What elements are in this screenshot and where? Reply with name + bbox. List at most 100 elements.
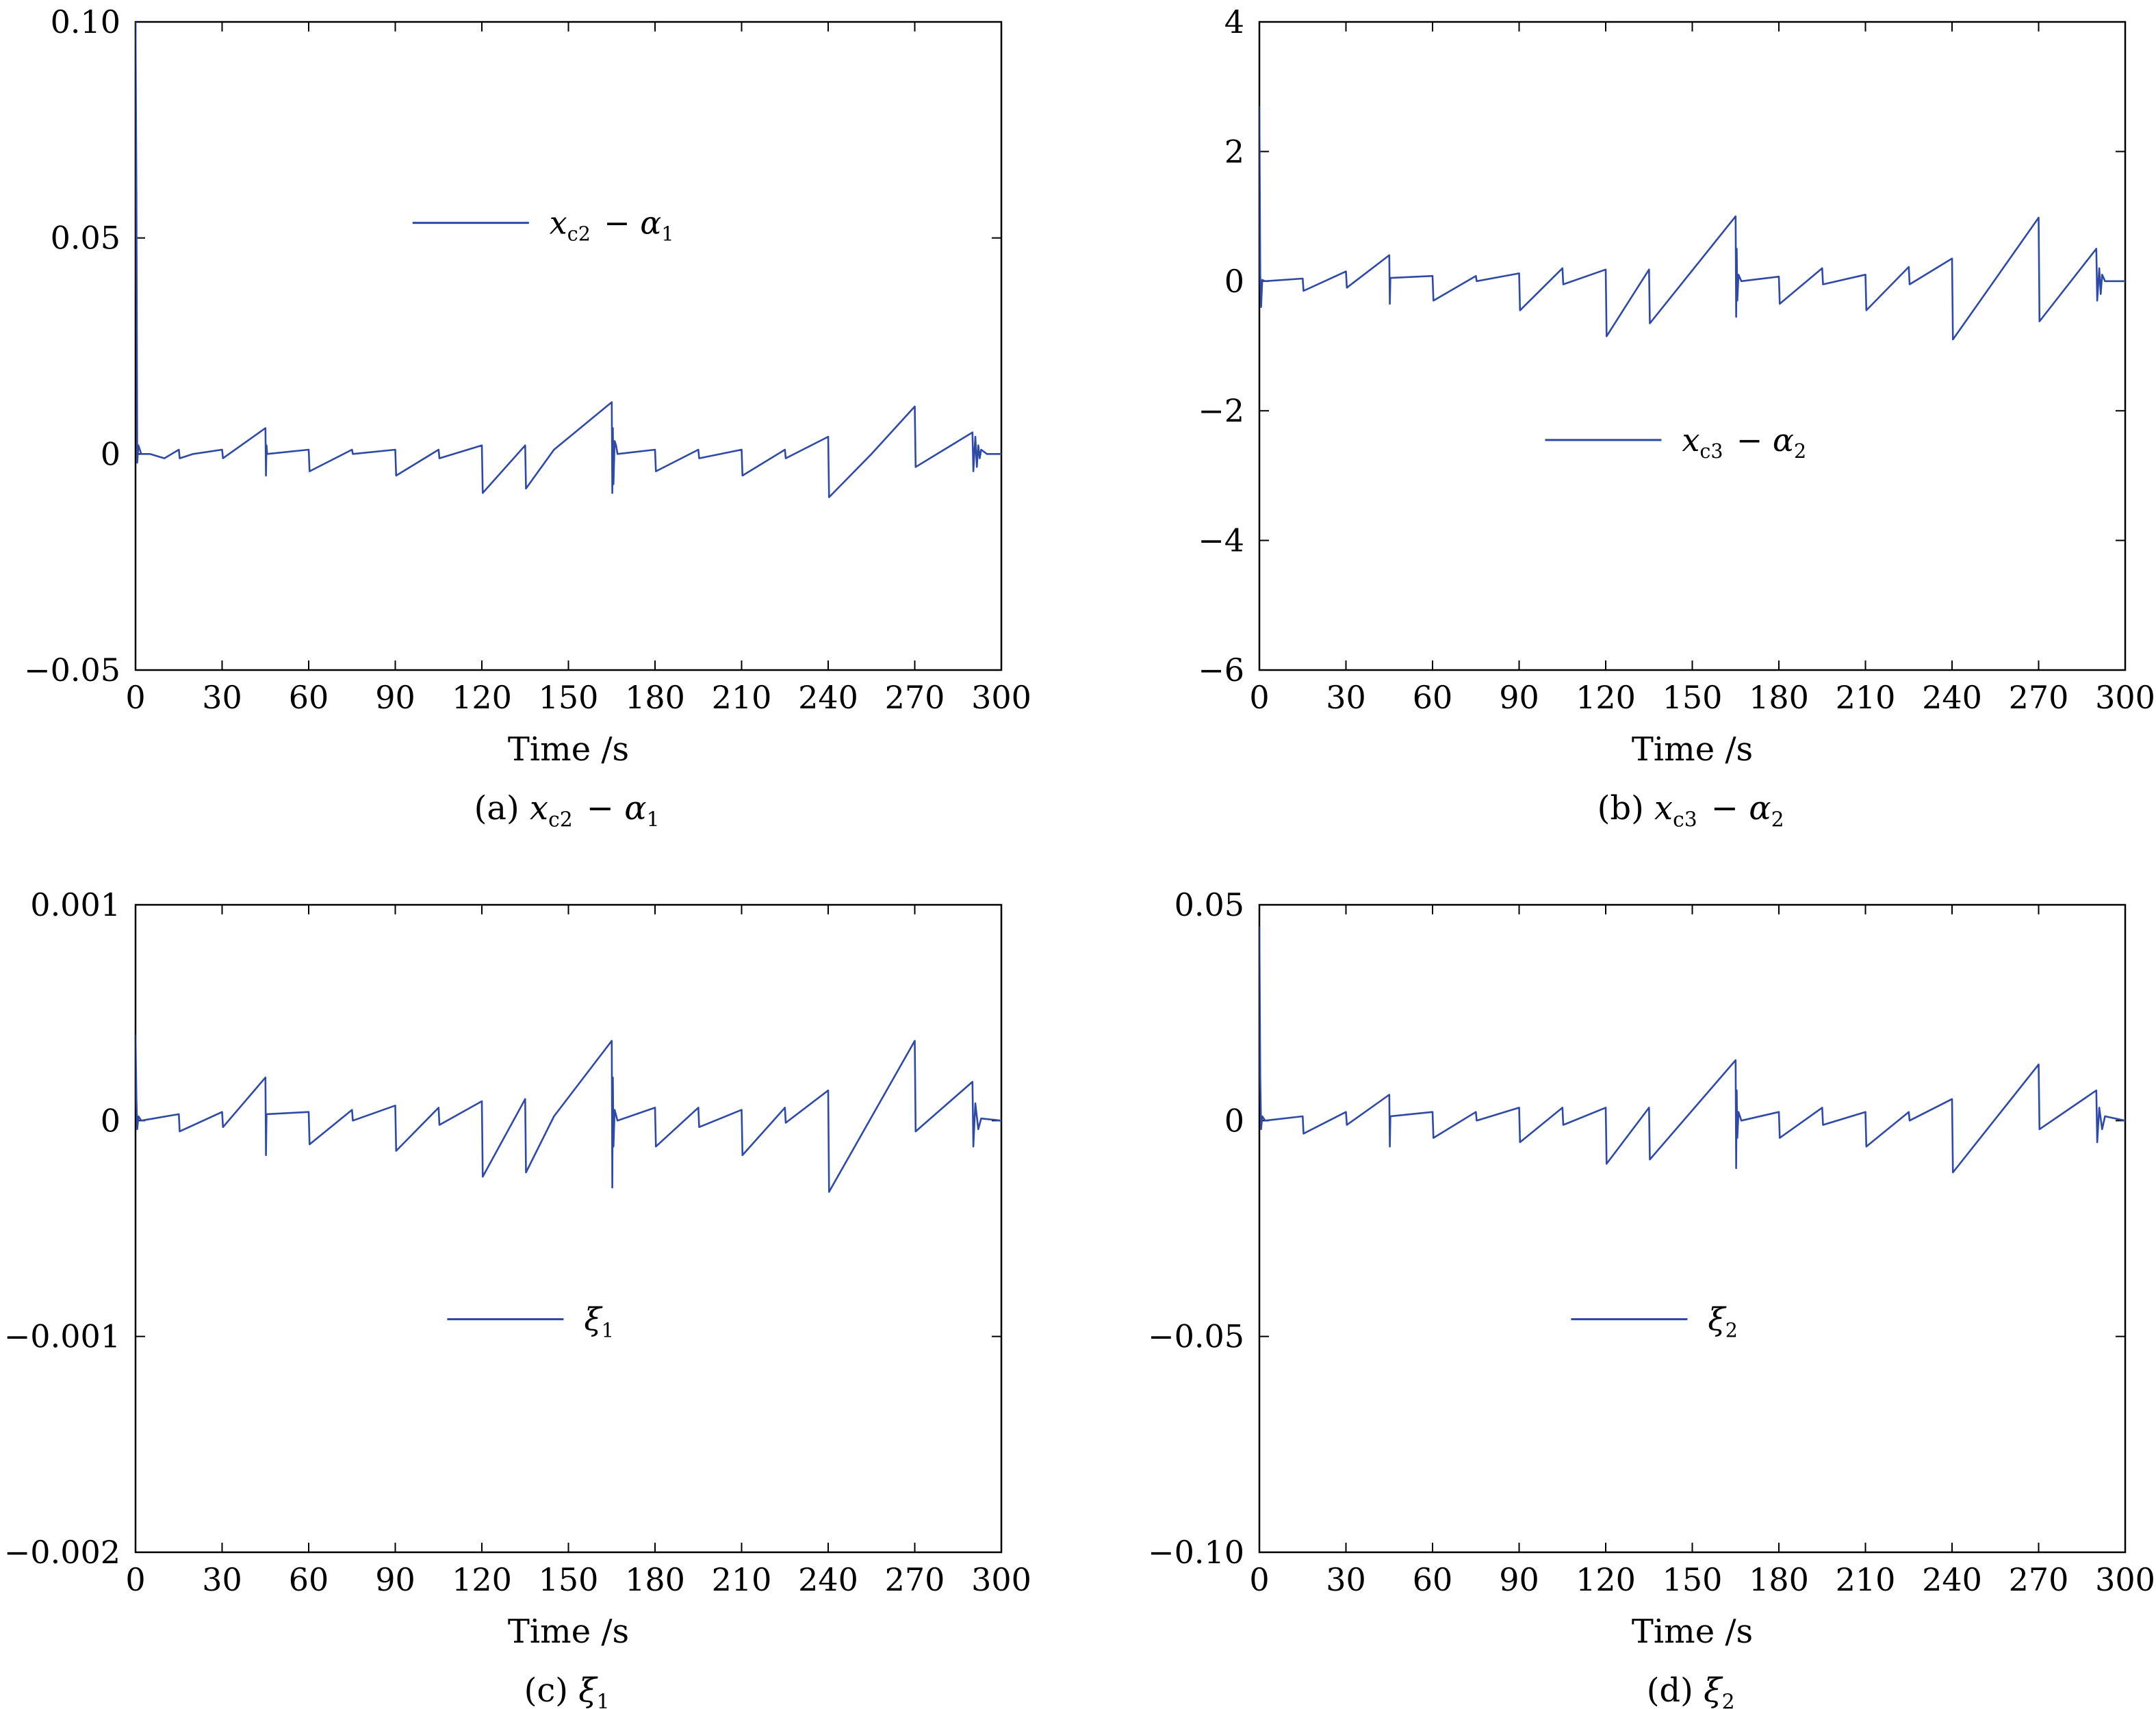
panel-c-legend-part-0: ξ xyxy=(584,1300,603,1337)
panel-b-caption-sub-3: 2 xyxy=(1771,808,1784,832)
panel-c-xtick-label: 0 xyxy=(125,1561,145,1598)
panel-c-ytick-label: −0.001 xyxy=(4,1318,120,1355)
panel-b-xtick-label: 120 xyxy=(1576,679,1636,716)
panel-b-caption-part-0: x xyxy=(1654,789,1673,827)
panel-a-xtick-label: 60 xyxy=(289,679,329,716)
panel-b-xtick-label: 90 xyxy=(1499,679,1539,716)
panel-c-ytick-label: −0.002 xyxy=(4,1534,120,1571)
panel-d-ytick-label: −0.05 xyxy=(1148,1318,1244,1355)
panel-d-ytick-label: −0.10 xyxy=(1148,1534,1244,1571)
panel-a-caption-part-2: − α xyxy=(576,789,646,827)
panel-b-ytick-label: 0 xyxy=(1224,263,1244,300)
panel-d-xtick-label: 300 xyxy=(2095,1561,2155,1598)
panel-d-legend-label: ξ2 xyxy=(1708,1300,1741,1341)
panel-d-series-line-0 xyxy=(1259,926,2125,1174)
panel-b-xtick-label: 240 xyxy=(1922,679,1982,716)
panel-b-ytick-label: 4 xyxy=(1224,3,1244,40)
panel-b-xtick-label: 0 xyxy=(1249,679,1269,716)
panel-b-legend-part-0: x xyxy=(1682,422,1699,459)
panel-c-xtick-label: 240 xyxy=(798,1561,858,1598)
panel-b-xtick-label: 180 xyxy=(1749,679,1809,716)
panel-d-legend-sub-1: 2 xyxy=(1725,1320,1738,1342)
panel-a-plot-frame xyxy=(134,21,1003,671)
panel-b-plot-frame xyxy=(1258,21,2127,671)
panel-a-caption-part-0: x xyxy=(530,789,548,827)
panel-b-series-line-0 xyxy=(1259,106,2125,341)
panel-b-legend-label: xc3 − α2 xyxy=(1682,422,1809,463)
panel-b-ytick-label: −4 xyxy=(1198,522,1244,559)
panel-d-caption-sub-1: 2 xyxy=(1722,1691,1735,1709)
panel-b-xlabel: Time /s xyxy=(1632,730,1753,769)
panel-c-legend-label: ξ1 xyxy=(584,1300,617,1341)
panel-b-caption-prefix: (b) xyxy=(1597,789,1654,827)
panel-c-ytick-label: 0 xyxy=(101,1102,120,1139)
panel-a-legend-sub-1: c2 xyxy=(567,223,591,246)
panel-c-xtick-label: 120 xyxy=(452,1561,512,1598)
panel-c-xtick-label: 210 xyxy=(712,1561,772,1598)
panel-c-xtick-label: 90 xyxy=(375,1561,415,1598)
panel-c-xtick-label: 30 xyxy=(202,1561,242,1598)
panel-b: 0 30 60 90 120 150 180 210 240 270 300420−2−4−6xc3… xyxy=(1198,3,2155,832)
panel-d-xtick-label: 120 xyxy=(1576,1561,1636,1598)
panel-d-xtick-label: 30 xyxy=(1326,1561,1366,1598)
panel-c-series-line-0 xyxy=(136,1034,1001,1193)
panel-b-ytick-label: −6 xyxy=(1198,652,1244,689)
panel-d-caption-prefix: (d) xyxy=(1647,1671,1704,1709)
panel-b-xtick-label: 300 xyxy=(2095,679,2155,716)
panel-b-legend-part-2: − α xyxy=(1726,422,1794,459)
panel-d-xtick-label: 270 xyxy=(2009,1561,2069,1598)
panel-d-xtick-label: 90 xyxy=(1499,1561,1539,1598)
panel-a-caption: (a) xc2 − α1 xyxy=(474,789,663,832)
panel-c-xtick-label: 300 xyxy=(971,1561,1031,1598)
panel-d: 0 30 60 90 120 150 180 210 240 270 300 0.05 0 −0.05 −0… xyxy=(1148,886,2155,1709)
panel-b-xtick-label: 210 xyxy=(1836,679,1896,716)
panel-a-xlabel: Time /s xyxy=(508,730,629,769)
panel-a-xtick-label: 180 xyxy=(625,679,685,716)
panel-c-ytick-label: 0.001 xyxy=(30,886,120,923)
panel-c-xtick-label: 60 xyxy=(289,1561,329,1598)
panel-a-ytick-label: 0 xyxy=(101,435,120,472)
panel-b-xtick-label: 150 xyxy=(1663,679,1723,716)
panel-a-xtick-label: 210 xyxy=(712,679,772,716)
panel-d-caption: (d) ξ2 xyxy=(1647,1671,1738,1709)
panel-c-xtick-label: 270 xyxy=(885,1561,945,1598)
panel-c-xtick-label: 150 xyxy=(539,1561,599,1598)
panel-c-caption: (c) ξ1 xyxy=(524,1671,613,1709)
panel-d-xtick-label: 60 xyxy=(1413,1561,1453,1598)
panel-a-ytick-label: 0.05 xyxy=(51,220,120,257)
panel-c-caption-prefix: (c) xyxy=(524,1671,579,1709)
panel-a-caption-sub-3: 1 xyxy=(647,808,660,832)
panel-c: 0 30 60 90 120 150 180 210 240 270 300 0.001 0 −0.001… xyxy=(4,886,1031,1709)
panel-c-xlabel: Time /s xyxy=(508,1612,629,1651)
panel-c-caption-sub-1: 1 xyxy=(597,1691,610,1709)
panel-b-caption: (b) xc3 − α2 xyxy=(1597,789,1788,832)
panel-a-xtick-label: 270 xyxy=(885,679,945,716)
panel-a-xtick-label: 240 xyxy=(798,679,858,716)
panel-d-caption-part-0: ξ xyxy=(1704,1671,1723,1709)
panel-a-ytick-label: 0.10 xyxy=(51,3,120,40)
panel-a-xtick-label: 90 xyxy=(375,679,415,716)
panel-a-caption-sub-1: c2 xyxy=(548,808,573,832)
panel-b-ytick-label: −2 xyxy=(1198,392,1244,429)
panel-a-xtick-label: 300 xyxy=(971,679,1031,716)
panel-d-xtick-label: 210 xyxy=(1836,1561,1896,1598)
panel-a-series-line-0 xyxy=(136,22,1001,498)
panel-d-plot-frame xyxy=(1258,903,2127,1554)
panel-a: 0 30 60 90 120 150 180 210 240 270 3000.100.050−0.… xyxy=(24,3,1031,832)
panel-b-xtick-label: 270 xyxy=(2009,679,2069,716)
panel-d-ytick-label: 0.05 xyxy=(1175,886,1244,923)
panel-c-caption-part-0: ξ xyxy=(578,1671,598,1709)
panel-b-caption-sub-1: c3 xyxy=(1673,808,1697,832)
panel-b-legend-sub-3: 2 xyxy=(1794,440,1806,463)
panel-a-legend-sub-3: 1 xyxy=(661,223,673,246)
panel-a-ytick-label: −0.05 xyxy=(24,652,120,689)
panel-a-xtick-label: 150 xyxy=(539,679,599,716)
panel-d-ytick-label: 0 xyxy=(1224,1102,1244,1139)
panel-a-xtick-label: 0 xyxy=(125,679,145,716)
panel-a-legend-label: xc2 − α1 xyxy=(550,205,677,246)
panel-b-xtick-label: 60 xyxy=(1413,679,1453,716)
panel-a-caption-prefix: (a) xyxy=(474,789,530,827)
panel-c-plot-frame xyxy=(134,903,1003,1554)
panel-c-xtick-label: 180 xyxy=(625,1561,685,1598)
